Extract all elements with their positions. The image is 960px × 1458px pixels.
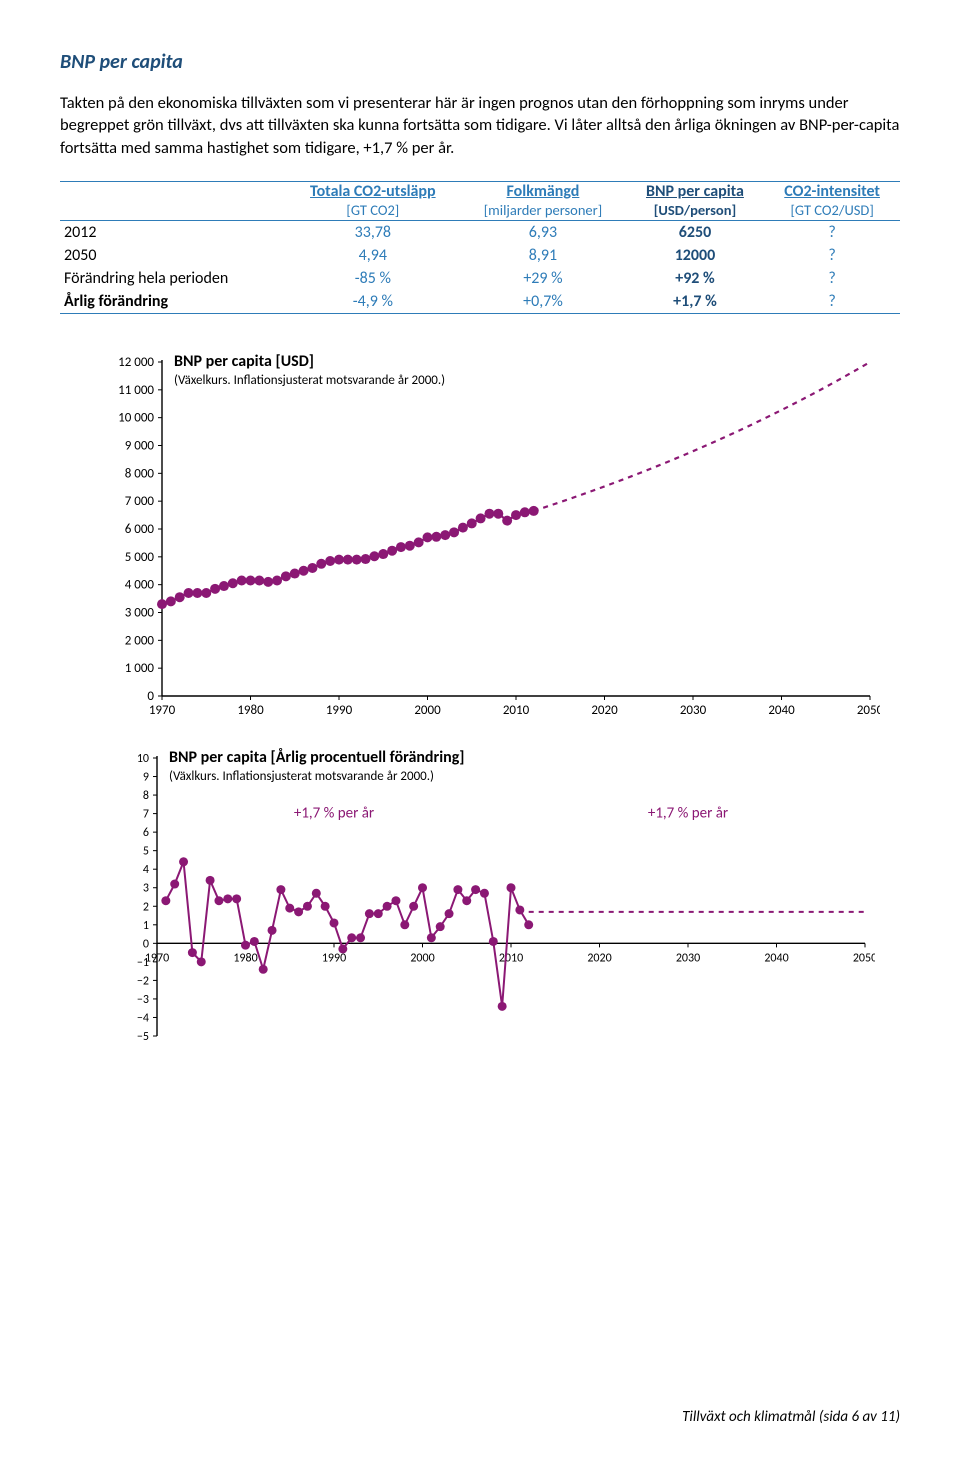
row-label: Årlig förändring — [60, 290, 285, 314]
cell: 8,91 — [460, 244, 625, 267]
chart-1-container: 0 1 000 2 000 3 000 4 000 5 000 6 000 7 000 8 00… — [100, 344, 900, 729]
svg-text:2050: 2050 — [853, 951, 875, 965]
svg-text:−5: −5 — [137, 1030, 149, 1044]
svg-text:2020: 2020 — [587, 951, 611, 965]
cell: -4,9 % — [285, 290, 460, 314]
svg-text:2030: 2030 — [680, 703, 707, 718]
svg-text:1970: 1970 — [149, 703, 176, 718]
svg-text:8: 8 — [143, 789, 149, 803]
data-table: Totala CO2-utsläpp Folkmängd BNP per cap… — [60, 181, 900, 314]
cell: -85 % — [285, 267, 460, 290]
svg-text:1: 1 — [143, 919, 149, 933]
cell: 4,94 — [285, 244, 460, 267]
svg-text:−2: −2 — [137, 974, 149, 988]
row-label: 2050 — [60, 244, 285, 267]
cell: +29 % — [460, 267, 625, 290]
svg-text:1980: 1980 — [237, 703, 264, 718]
cell: ? — [764, 290, 900, 314]
col-subheader: [GT CO2] — [346, 201, 399, 219]
svg-text:2000: 2000 — [410, 951, 434, 965]
table-header-row-1: Totala CO2-utsläpp Folkmängd BNP per cap… — [60, 181, 900, 201]
svg-text:6 000: 6 000 — [125, 522, 155, 537]
cell: +0,7% — [460, 290, 625, 314]
svg-text:2050: 2050 — [857, 703, 880, 718]
svg-text:9 000: 9 000 — [125, 438, 155, 453]
svg-text:2040: 2040 — [768, 703, 795, 718]
svg-text:2020: 2020 — [591, 703, 618, 718]
svg-text:2030: 2030 — [676, 951, 700, 965]
col-header-active: BNP per capita — [646, 182, 744, 201]
svg-text:2: 2 — [143, 900, 149, 914]
svg-text:+1,7 % per år: +1,7 % per år — [648, 804, 728, 822]
cell: +1,7 % — [626, 290, 765, 314]
svg-text:2040: 2040 — [764, 951, 788, 965]
cell: 6250 — [626, 220, 765, 244]
svg-text:(Växelkurs. Inflationsjusterat: (Växelkurs. Inflationsjusterat motsvaran… — [174, 373, 445, 388]
chart-bnp-per-capita: 0 1 000 2 000 3 000 4 000 5 000 6 000 7 000 8 00… — [100, 344, 880, 724]
svg-text:1 000: 1 000 — [125, 661, 155, 676]
svg-text:4: 4 — [143, 863, 149, 877]
svg-text:−4: −4 — [137, 1011, 149, 1025]
col-subheader-active: [USD/person] — [654, 201, 737, 219]
cell: 33,78 — [285, 220, 460, 244]
svg-text:−3: −3 — [137, 993, 149, 1007]
chart-annual-change: −5−4−3−2−1012345678910197019801990200020… — [115, 744, 875, 1064]
svg-text:2010: 2010 — [503, 703, 530, 718]
cell: ? — [764, 267, 900, 290]
body-paragraph: Takten på den ekonomiska tillväxten som … — [60, 92, 900, 159]
row-label: 2012 — [60, 220, 285, 244]
svg-text:2010: 2010 — [499, 951, 523, 965]
table-row: Årlig förändring-4,9 %+0,7%+1,7 %? — [60, 290, 900, 314]
svg-text:(Växlkurs. Inflationsjusterat: (Växlkurs. Inflationsjusterat motsvarand… — [169, 769, 434, 784]
svg-text:12 000: 12 000 — [118, 355, 154, 370]
svg-text:7: 7 — [143, 807, 149, 821]
svg-text:8 000: 8 000 — [125, 466, 155, 481]
cell: 12000 — [626, 244, 765, 267]
table-row: 20504,948,9112000? — [60, 244, 900, 267]
col-header: CO2-intensitet — [784, 182, 880, 201]
svg-text:4 000: 4 000 — [125, 577, 155, 592]
svg-text:5: 5 — [143, 844, 149, 858]
cell: +92 % — [626, 267, 765, 290]
svg-text:11 000: 11 000 — [118, 383, 154, 398]
table-row: 201233,786,936250? — [60, 220, 900, 244]
col-header: Folkmängd — [507, 182, 580, 201]
cell: ? — [764, 220, 900, 244]
row-label: Förändring hela perioden — [60, 267, 285, 290]
table-row: Förändring hela perioden-85 %+29 %+92 %? — [60, 267, 900, 290]
svg-text:10: 10 — [137, 752, 149, 766]
page-footer: Tillväxt och klimatmål (sida 6 av 11) — [682, 1408, 900, 1426]
svg-text:BNP per capita [USD]: BNP per capita [USD] — [174, 352, 314, 371]
col-header: Totala CO2-utsläpp — [310, 182, 436, 201]
col-subheader: [miljarder personer] — [484, 201, 602, 219]
svg-text:BNP per capita [Årlig procentu: BNP per capita [Årlig procentuell föränd… — [169, 748, 465, 767]
svg-text:1990: 1990 — [322, 951, 346, 965]
svg-text:1980: 1980 — [233, 951, 257, 965]
svg-text:6: 6 — [143, 826, 149, 840]
svg-text:0: 0 — [143, 937, 149, 951]
svg-text:1990: 1990 — [326, 703, 353, 718]
svg-text:9: 9 — [143, 770, 149, 784]
table-header-row-2: [GT CO2] [miljarder personer] [USD/perso… — [60, 201, 900, 221]
col-subheader: [GT CO2/USD] — [790, 201, 873, 219]
section-title: BNP per capita — [60, 50, 900, 74]
svg-text:0: 0 — [147, 689, 154, 704]
svg-text:2000: 2000 — [414, 703, 441, 718]
chart-2-container: −5−4−3−2−1012345678910197019801990200020… — [115, 744, 900, 1069]
svg-text:3 000: 3 000 — [125, 605, 155, 620]
svg-text:5 000: 5 000 — [125, 550, 155, 565]
cell: ? — [764, 244, 900, 267]
svg-text:7 000: 7 000 — [125, 494, 155, 509]
svg-text:+1,7 % per år: +1,7 % per år — [294, 804, 374, 822]
svg-text:10 000: 10 000 — [118, 410, 154, 425]
cell: 6,93 — [460, 220, 625, 244]
svg-text:3: 3 — [143, 882, 149, 896]
svg-text:2 000: 2 000 — [125, 633, 155, 648]
